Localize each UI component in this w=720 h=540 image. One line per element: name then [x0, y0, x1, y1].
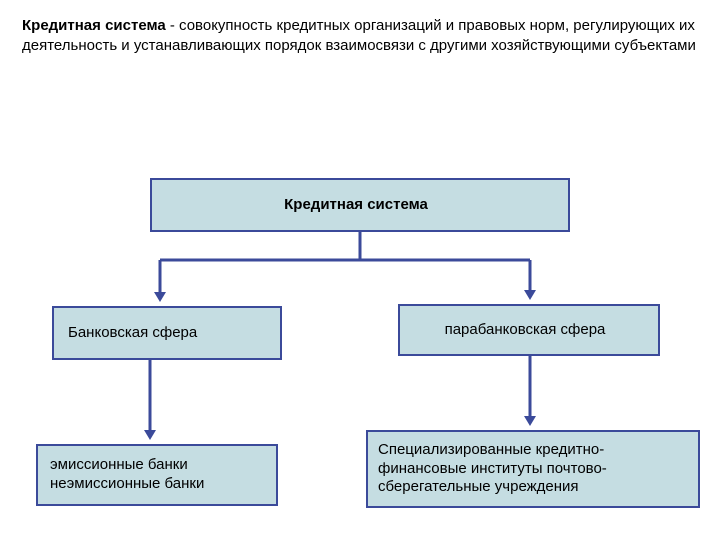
- definition-text: Кредитная система - совокупность кредитн…: [22, 16, 698, 57]
- definition-term: Кредитная система: [22, 17, 166, 34]
- node-label: Кредитная система: [284, 196, 428, 215]
- node-label: парабанковская сфера: [445, 321, 606, 340]
- node-root: Кредитная система: [150, 178, 570, 232]
- node-label: Специализированные кредитно-финансовые и…: [378, 441, 690, 497]
- node-label: Банковская сфера: [68, 324, 197, 343]
- node-label: эмиссионные банки неэмиссионные банки: [50, 456, 268, 494]
- node-left1: Банковская сфера: [52, 306, 282, 360]
- node-left2: эмиссионные банки неэмиссионные банки: [36, 444, 278, 506]
- node-right2: Специализированные кредитно-финансовые и…: [366, 430, 700, 508]
- node-right1: парабанковская сфера: [398, 304, 660, 356]
